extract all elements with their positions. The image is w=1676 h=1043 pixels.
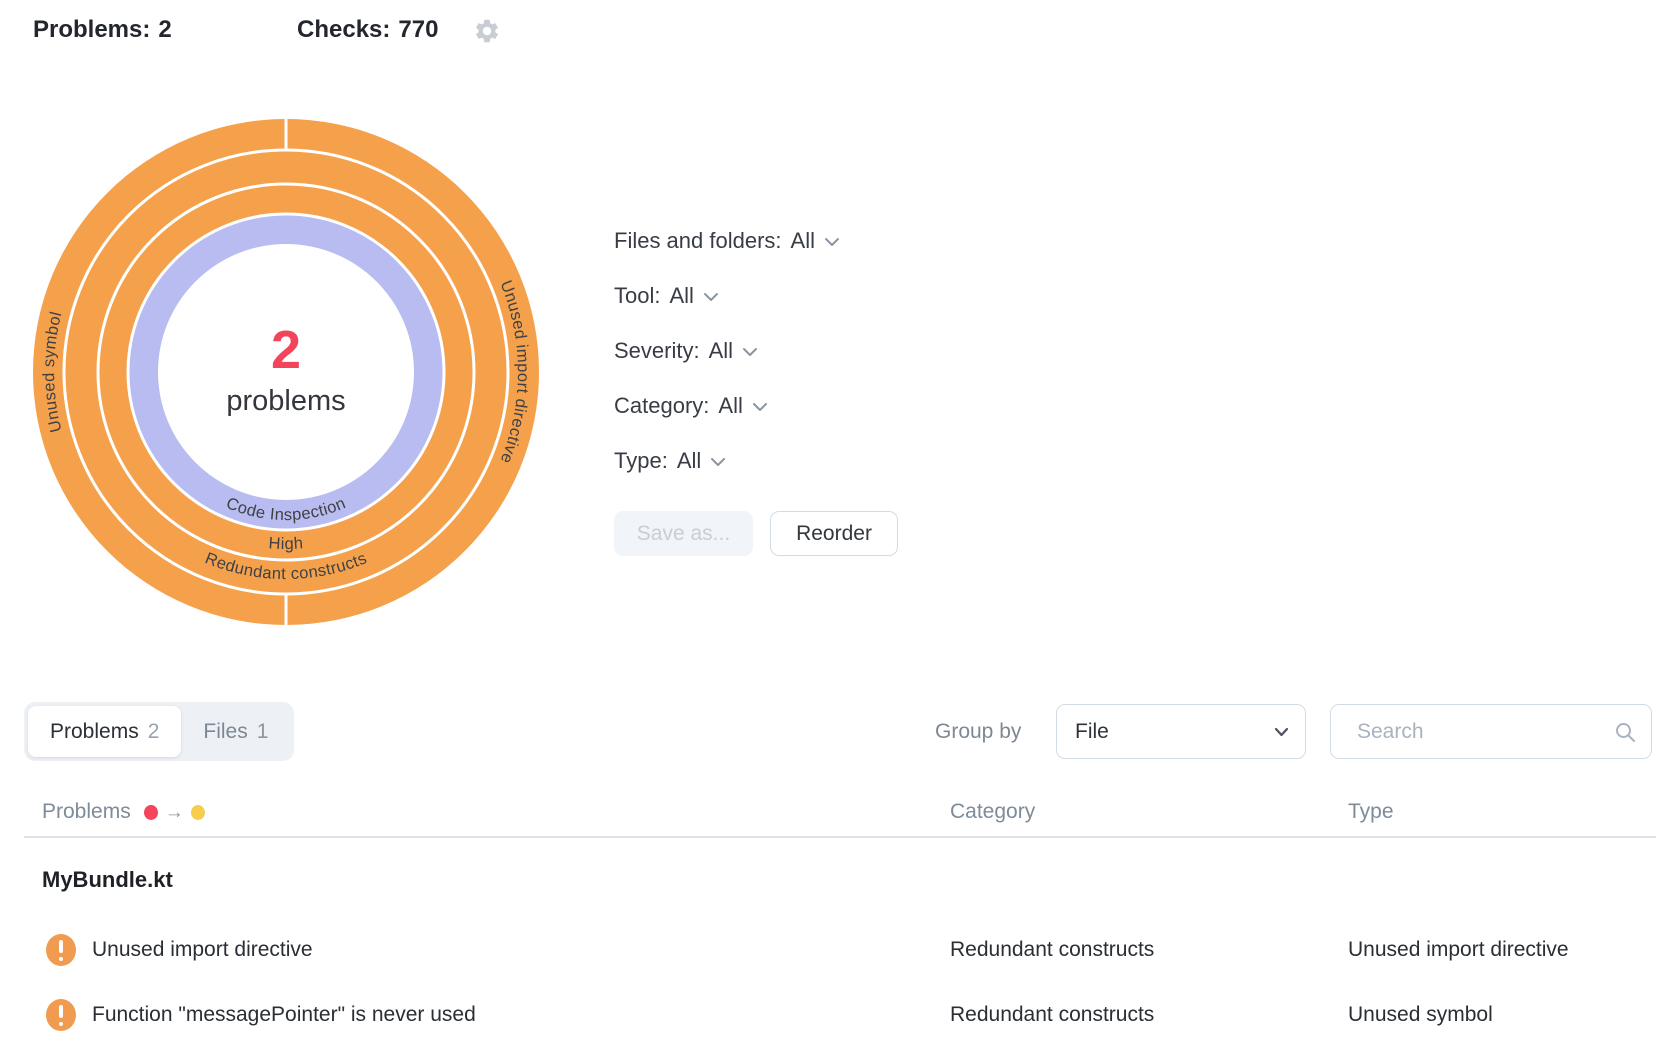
filter-value: All	[708, 337, 734, 363]
tab-problems[interactable]: Problems 2	[28, 706, 182, 757]
problems-metric-label: Problems:	[33, 16, 151, 43]
type-cell: Unused import directive	[1348, 938, 1569, 961]
high-severity-icon	[46, 934, 76, 966]
tab-problems-label: Problems	[50, 719, 139, 743]
tab-files-count: 1	[256, 719, 269, 743]
filter-actions: Save as... Reorder	[614, 511, 898, 556]
filter-label: Category:	[614, 392, 710, 418]
problems-metric-count: 2	[158, 16, 172, 43]
save-as-button[interactable]: Save as...	[614, 511, 753, 556]
checks-metric-label: Checks:	[297, 16, 391, 43]
table-header-divider	[24, 836, 1656, 838]
filter-tool[interactable]: Tool: All	[614, 268, 840, 323]
yellow-severity-dot-icon	[190, 804, 205, 820]
search-input[interactable]	[1330, 704, 1652, 759]
chevron-down-icon	[824, 237, 840, 247]
problem-row[interactable]: Function "messagePointer" is never used …	[0, 998, 1676, 1032]
problems-metric: Problems: 2	[33, 16, 172, 44]
filter-value: All	[669, 282, 694, 308]
filter-value: All	[790, 227, 815, 253]
gear-icon[interactable]	[473, 17, 501, 45]
filter-value: All	[718, 392, 743, 418]
column-header-type: Type	[1348, 800, 1394, 823]
sunburst-center	[158, 244, 414, 500]
file-group-row[interactable]: MyBundle.kt	[42, 867, 173, 892]
type-cell: Unused symbol	[1348, 1003, 1493, 1026]
problem-cell: Function "messagePointer" is never used	[92, 1003, 476, 1026]
checks-metric: Checks: 770	[297, 16, 438, 44]
chevron-down-icon	[710, 457, 726, 467]
chevron-down-icon	[742, 347, 758, 357]
category-cell: Redundant constructs	[950, 938, 1155, 961]
category-cell: Redundant constructs	[950, 1003, 1155, 1026]
red-severity-dot-icon	[143, 804, 158, 820]
problems-sunburst-chart: 2 problems Unused symbol Unused import d…	[32, 118, 540, 626]
ring-label-high[interactable]: High	[268, 534, 304, 553]
group-by-label: Group by	[935, 720, 1022, 743]
filter-severity[interactable]: Severity: All	[614, 323, 840, 378]
filter-label: Tool:	[614, 282, 661, 308]
results-tabbar: Problems 2 Files 1	[24, 702, 295, 761]
problem-cell: Unused import directive	[92, 938, 313, 961]
center-problems-count: 2	[271, 320, 301, 380]
tab-files[interactable]: Files 1	[181, 706, 290, 757]
checks-metric-count: 770	[398, 16, 439, 43]
column-header-problems-label: Problems	[42, 800, 131, 823]
report-header: Problems: 2 Checks: 770	[33, 16, 498, 44]
filter-files-and-folders[interactable]: Files and folders: All	[614, 213, 840, 268]
tab-problems-count: 2	[147, 719, 160, 743]
column-header-category: Category	[950, 800, 1036, 823]
severity-legend: →	[143, 801, 205, 823]
high-severity-icon	[46, 999, 76, 1031]
filter-label: Files and folders:	[614, 227, 782, 253]
filter-value: All	[676, 447, 702, 473]
ring-separator	[96, 182, 476, 562]
reorder-button[interactable]: Reorder	[770, 511, 898, 556]
group-by-select-wrap: File	[1056, 704, 1306, 759]
center-problems-label: problems	[226, 385, 345, 417]
filters-panel: Files and folders: All Tool: All Severit…	[614, 213, 840, 488]
arrow-right-icon: →	[164, 801, 184, 823]
filter-type[interactable]: Type: All	[614, 433, 840, 488]
chevron-down-icon	[703, 292, 719, 302]
search-wrap	[1330, 704, 1652, 759]
table-header: Problems → Category Type	[0, 800, 1676, 826]
tab-files-label: Files	[203, 719, 248, 743]
ring-separator	[126, 212, 446, 532]
chevron-down-icon	[752, 402, 768, 412]
filter-label: Severity:	[614, 337, 700, 363]
problem-row[interactable]: Unused import directive Redundant constr…	[0, 933, 1676, 967]
column-header-problems: Problems →	[42, 800, 205, 824]
filter-label: Type:	[614, 447, 668, 473]
group-by-select[interactable]: File	[1056, 704, 1306, 759]
filter-category[interactable]: Category: All	[614, 378, 840, 433]
